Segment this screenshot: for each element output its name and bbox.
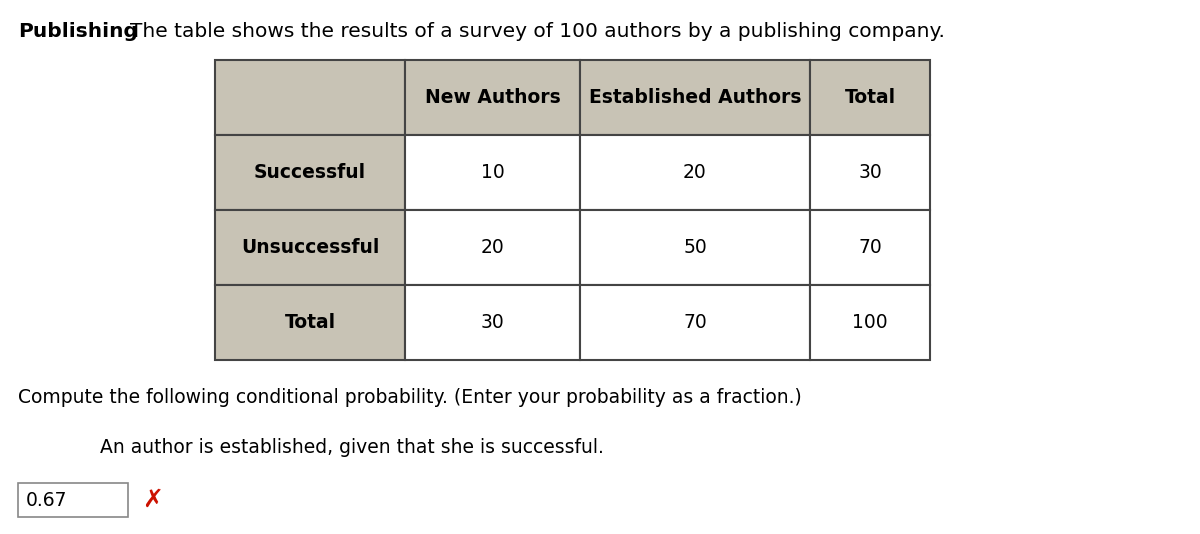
Text: Compute the following conditional probability. (Enter your probability as a frac: Compute the following conditional probab… bbox=[18, 388, 802, 407]
Text: 30: 30 bbox=[481, 313, 504, 332]
Bar bbox=[406, 135, 580, 210]
Text: Established Authors: Established Authors bbox=[589, 88, 802, 107]
Text: Successful: Successful bbox=[254, 163, 366, 182]
Bar bbox=[406, 210, 580, 285]
Bar bbox=[810, 210, 930, 285]
Text: 20: 20 bbox=[683, 163, 707, 182]
Bar bbox=[810, 135, 930, 210]
Bar bbox=[18, 483, 128, 517]
Bar bbox=[406, 60, 580, 135]
Text: Total: Total bbox=[284, 313, 336, 332]
Text: An author is established, given that she is successful.: An author is established, given that she… bbox=[100, 438, 604, 457]
Bar bbox=[810, 285, 930, 360]
Text: 0.67: 0.67 bbox=[26, 491, 67, 509]
Text: New Authors: New Authors bbox=[425, 88, 560, 107]
Bar bbox=[215, 285, 406, 360]
Bar bbox=[215, 60, 406, 135]
Bar bbox=[406, 285, 580, 360]
Bar bbox=[580, 60, 810, 135]
Bar bbox=[580, 285, 810, 360]
Text: 20: 20 bbox=[481, 238, 504, 257]
Text: ✗: ✗ bbox=[142, 488, 163, 512]
Bar bbox=[215, 210, 406, 285]
Text: 100: 100 bbox=[852, 313, 888, 332]
Text: 10: 10 bbox=[481, 163, 504, 182]
Bar bbox=[580, 135, 810, 210]
Text: 50: 50 bbox=[683, 238, 707, 257]
Text: 70: 70 bbox=[683, 313, 707, 332]
Bar bbox=[580, 210, 810, 285]
Text: Publishing: Publishing bbox=[18, 22, 138, 41]
Text: 70: 70 bbox=[858, 238, 882, 257]
Bar bbox=[215, 135, 406, 210]
Text: Total: Total bbox=[845, 88, 895, 107]
Text: Unsuccessful: Unsuccessful bbox=[241, 238, 379, 257]
Text: The table shows the results of a survey of 100 authors by a publishing company.: The table shows the results of a survey … bbox=[130, 22, 944, 41]
Text: 30: 30 bbox=[858, 163, 882, 182]
Bar bbox=[810, 60, 930, 135]
